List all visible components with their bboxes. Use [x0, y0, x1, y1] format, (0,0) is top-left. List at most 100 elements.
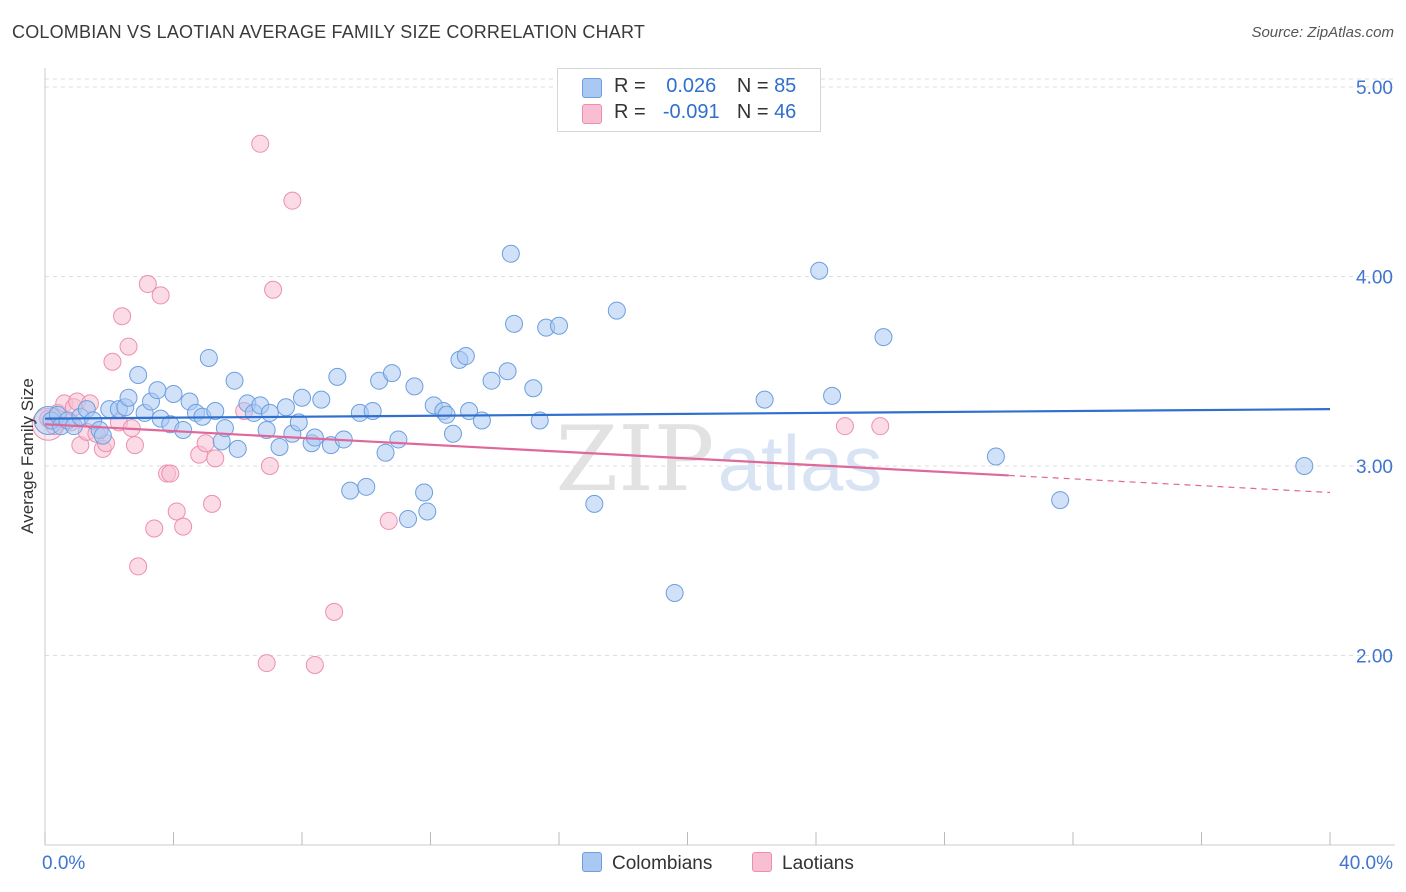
data-point-laotians: [264, 280, 283, 299]
n-value-laotians: 46: [774, 101, 797, 123]
data-point-laotians: [871, 417, 890, 436]
data-point-colombians: [206, 402, 225, 421]
data-point-colombians: [986, 447, 1005, 466]
n-value-colombians: 85: [774, 75, 797, 97]
data-point-laotians: [196, 434, 215, 453]
data-point-colombians: [376, 443, 395, 462]
data-point-laotians: [161, 464, 180, 483]
r-value-colombians: 0.026: [666, 75, 717, 97]
watermark-atlas: atlas: [718, 419, 883, 507]
bottom-legend-laotians[interactable]: Laotians: [752, 852, 854, 875]
data-point-colombians: [399, 510, 418, 529]
x-tick-label: 0.0%: [42, 853, 85, 874]
bottom-legend-label: Colombians: [612, 853, 713, 874]
data-point-laotians: [174, 517, 193, 536]
data-point-colombians: [418, 502, 437, 521]
data-point-colombians: [874, 328, 893, 347]
data-point-colombians: [498, 362, 517, 381]
data-point-laotians: [151, 286, 170, 305]
data-point-colombians: [382, 364, 401, 383]
data-point-colombians: [119, 388, 138, 407]
y-tick-label: 2.00: [1356, 646, 1393, 667]
n-label: N =: [736, 101, 769, 123]
data-point-colombians: [257, 420, 276, 439]
data-point-colombians: [810, 261, 829, 280]
r-label: R =: [614, 75, 646, 97]
r-label: R =: [614, 101, 646, 123]
data-point-colombians: [1051, 491, 1070, 510]
r-value-laotians: -0.091: [662, 101, 720, 123]
data-point-colombians: [755, 390, 774, 409]
data-point-laotians: [129, 557, 148, 576]
data-point-laotians: [325, 602, 344, 621]
data-point-colombians: [482, 371, 501, 390]
data-point-colombians: [260, 403, 279, 422]
x-tick-label: 40.0%: [1339, 853, 1393, 874]
data-point-laotians: [138, 275, 157, 294]
data-point-laotians: [203, 494, 222, 513]
tick-labels: 2.00 3.00 4.00 5.00 0.0% 40.0%: [42, 78, 1393, 874]
data-point-colombians: [443, 424, 462, 443]
data-point-colombians: [293, 388, 311, 407]
data-point-laotians: [103, 352, 122, 371]
data-point-colombians: [665, 583, 684, 602]
data-point-colombians: [389, 430, 408, 449]
data-point-colombians: [199, 348, 218, 367]
data-point-colombians: [270, 438, 289, 457]
watermark: ZIP atlas: [556, 407, 883, 512]
data-point-colombians: [415, 483, 434, 502]
axes: [44, 68, 1395, 846]
data-point-colombians: [174, 420, 193, 439]
legend-text-laotians: R = -0.091 N = 46: [614, 101, 796, 124]
data-point-laotians: [835, 417, 854, 436]
data-point-laotians: [206, 449, 225, 468]
y-tick-label: 4.00: [1356, 267, 1393, 288]
data-point-colombians: [228, 439, 247, 458]
colombians-swatch: [582, 852, 602, 872]
trend-line-colombians: [44, 408, 1331, 420]
series-colombians: [33, 244, 1314, 602]
data-point-colombians: [405, 377, 424, 396]
data-point-colombians: [456, 347, 475, 366]
data-point-colombians: [585, 494, 604, 513]
bottom-legend-label: Laotians: [782, 853, 854, 874]
correlation-legend: R = 0.026 N = 85 R = -0.091 N = 46: [557, 68, 821, 132]
data-point-colombians: [93, 426, 112, 445]
trend-line-laotians: [44, 423, 1009, 477]
data-point-colombians: [164, 384, 183, 403]
data-point-laotians: [257, 654, 276, 673]
trend-lines: [44, 408, 1331, 494]
data-point-colombians: [524, 379, 543, 398]
data-point-laotians: [167, 502, 186, 521]
data-point-colombians: [276, 398, 295, 417]
data-point-colombians: [505, 314, 524, 333]
data-point-laotians: [125, 436, 144, 455]
data-point-colombians: [530, 411, 549, 430]
data-point-colombians: [1295, 456, 1314, 475]
data-point-laotians: [145, 519, 164, 538]
data-point-colombians: [289, 413, 308, 432]
colombians-swatch: [582, 78, 602, 98]
data-point-colombians: [823, 386, 842, 405]
laotians-swatch: [582, 104, 602, 124]
data-point-colombians: [357, 477, 376, 496]
chart-title: COLOMBIAN VS LAOTIAN AVERAGE FAMILY SIZE…: [12, 22, 646, 42]
trend-line-laotians-extension: [1008, 474, 1331, 494]
data-point-colombians: [501, 244, 520, 263]
data-point-colombians: [607, 301, 626, 320]
data-point-colombians: [129, 366, 148, 385]
bottom-legend-colombians[interactable]: Colombians: [582, 852, 712, 875]
y-axis-label: Average Family Size: [18, 378, 37, 534]
data-point-colombians: [148, 381, 167, 400]
data-point-laotians: [260, 456, 279, 475]
legend-text-colombians: R = 0.026 N = 85: [614, 75, 796, 98]
laotians-swatch: [752, 852, 772, 872]
data-point-colombians: [341, 481, 360, 500]
data-point-laotians: [379, 511, 398, 530]
data-point-colombians: [550, 316, 568, 335]
data-point-laotians: [305, 655, 324, 674]
data-point-colombians: [225, 371, 244, 390]
data-point-laotians: [119, 337, 138, 356]
source-label: Source: ZipAtlas.com: [1251, 24, 1394, 41]
